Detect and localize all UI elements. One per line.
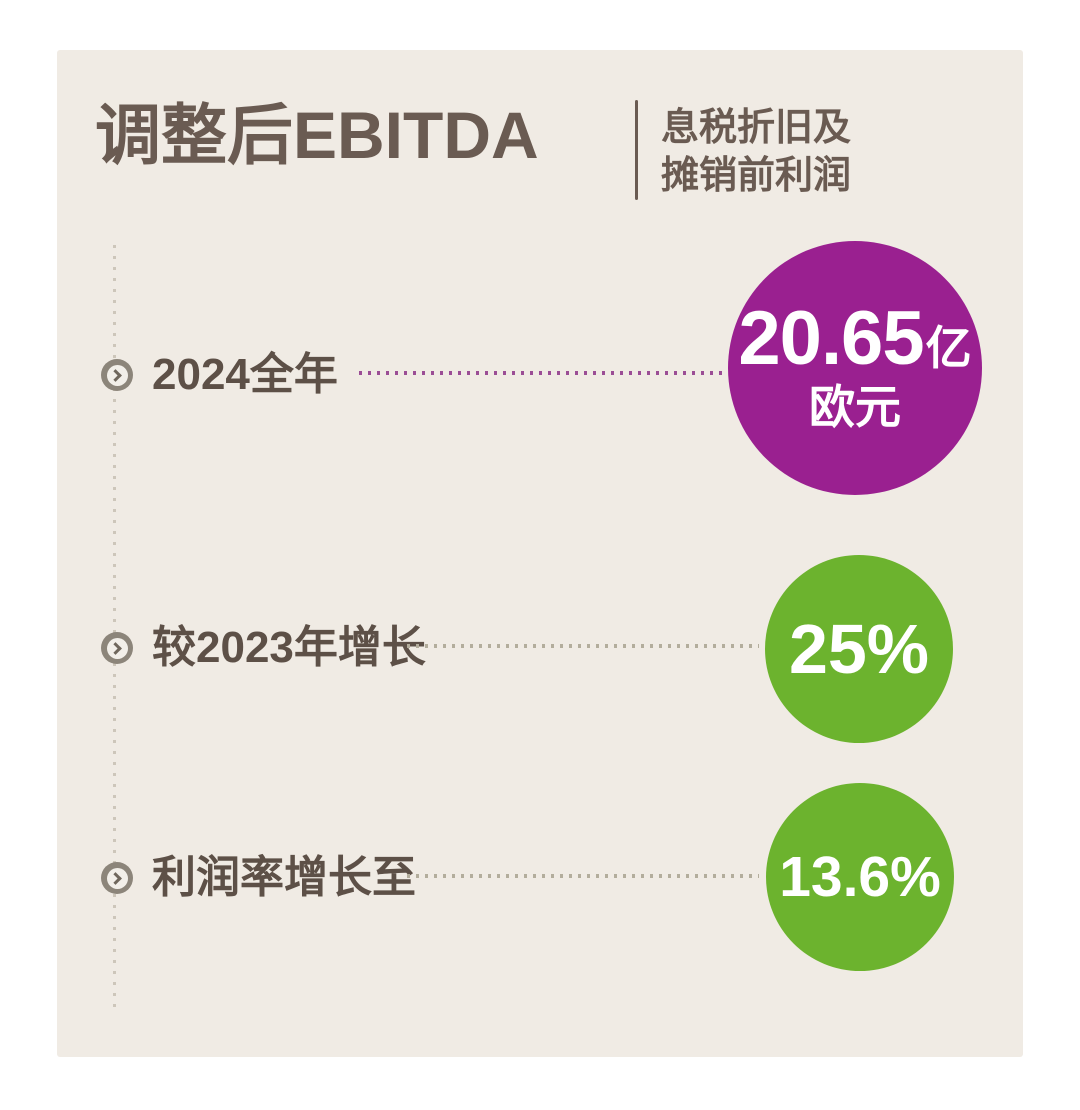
- stat-circle-growth: 25%: [765, 555, 953, 743]
- chevron-right-icon: [109, 641, 122, 655]
- ebitda-unit: 亿: [925, 322, 972, 374]
- infographic-card: 调整后EBITDA 息税折旧及 摊销前利润 2024全年 20.65 亿 欧元 …: [57, 50, 1023, 1057]
- stat-circle-ebitda-value: 20.65 亿 欧元: [728, 241, 982, 495]
- dotted-leader-3: [407, 874, 759, 878]
- row-label-2024: 2024全年: [152, 350, 338, 399]
- dotted-leader-2: [407, 644, 759, 648]
- ebitda-value-line: 20.65 亿: [738, 300, 971, 378]
- timeline-dotted-line: [113, 245, 116, 1007]
- margin-percent: 13.6%: [779, 845, 941, 909]
- timeline-bullet-2: [101, 632, 133, 664]
- header-divider: [635, 100, 638, 200]
- row-label-growth: 较2023年增长: [152, 623, 426, 672]
- chevron-right-icon: [109, 871, 122, 885]
- subtitle-line-1: 息税折旧及: [661, 107, 852, 149]
- growth-percent: 25%: [788, 610, 930, 688]
- page-title: 调整后EBITDA: [95, 98, 539, 172]
- bullet-ring: [106, 637, 128, 659]
- timeline-bullet-3: [101, 862, 133, 894]
- ebitda-currency: 欧元: [809, 381, 901, 433]
- row-label-margin: 利润率增长至: [152, 853, 416, 902]
- ebitda-amount: 20.65: [738, 296, 924, 381]
- dotted-leader-1: [359, 371, 723, 375]
- chevron-right-icon: [109, 368, 122, 382]
- header-subtitle: 息税折旧及 摊销前利润: [661, 104, 851, 200]
- timeline-bullet-1: [101, 359, 133, 391]
- subtitle-line-2: 摊销前利润: [661, 155, 852, 197]
- bullet-ring: [106, 867, 128, 889]
- bullet-ring: [106, 364, 128, 386]
- stat-circle-margin: 13.6%: [766, 783, 954, 971]
